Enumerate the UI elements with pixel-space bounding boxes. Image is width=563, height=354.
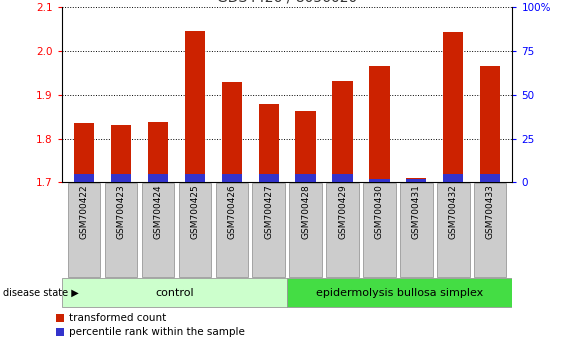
Bar	[74, 173, 94, 182]
FancyBboxPatch shape	[474, 183, 507, 277]
Bar	[111, 125, 131, 182]
Text: GSM700428: GSM700428	[301, 184, 310, 239]
Bar	[185, 173, 205, 182]
Bar	[443, 33, 463, 182]
Bar	[369, 66, 390, 182]
Bar	[258, 104, 279, 182]
Bar	[369, 179, 390, 182]
Bar	[296, 173, 316, 182]
Bar	[443, 173, 463, 182]
Legend: transformed count, percentile rank within the sample: transformed count, percentile rank withi…	[56, 313, 245, 337]
FancyBboxPatch shape	[327, 183, 359, 277]
Bar	[185, 31, 205, 182]
Text: disease state ▶: disease state ▶	[3, 288, 79, 298]
Bar	[406, 178, 427, 182]
Text: GSM700427: GSM700427	[264, 184, 273, 239]
Text: GSM700433: GSM700433	[486, 184, 495, 239]
Bar	[222, 81, 242, 182]
FancyBboxPatch shape	[216, 183, 248, 277]
Title: GDS4426 / 8056020: GDS4426 / 8056020	[217, 0, 358, 5]
FancyBboxPatch shape	[437, 183, 470, 277]
Bar	[332, 173, 352, 182]
Text: GSM700425: GSM700425	[190, 184, 199, 239]
FancyBboxPatch shape	[62, 279, 287, 307]
Bar	[222, 173, 242, 182]
Bar	[480, 66, 501, 182]
Bar	[332, 81, 352, 182]
FancyBboxPatch shape	[178, 183, 211, 277]
FancyBboxPatch shape	[363, 183, 396, 277]
Text: GSM700423: GSM700423	[117, 184, 126, 239]
Bar	[296, 111, 316, 182]
Bar	[111, 173, 131, 182]
Text: GSM700429: GSM700429	[338, 184, 347, 239]
Text: GSM700424: GSM700424	[153, 184, 162, 239]
FancyBboxPatch shape	[142, 183, 174, 277]
Text: epidermolysis bullosa simplex: epidermolysis bullosa simplex	[316, 288, 484, 298]
FancyBboxPatch shape	[252, 183, 285, 277]
Bar	[148, 122, 168, 182]
FancyBboxPatch shape	[287, 279, 512, 307]
FancyBboxPatch shape	[68, 183, 100, 277]
Text: GSM700426: GSM700426	[227, 184, 236, 239]
FancyBboxPatch shape	[400, 183, 432, 277]
Bar	[406, 179, 427, 182]
FancyBboxPatch shape	[105, 183, 137, 277]
Text: GSM700432: GSM700432	[449, 184, 458, 239]
Bar	[148, 173, 168, 182]
Text: GSM700422: GSM700422	[79, 184, 88, 239]
Bar	[258, 173, 279, 182]
Text: GSM700430: GSM700430	[375, 184, 384, 239]
Bar	[74, 123, 94, 182]
Bar	[480, 173, 501, 182]
Text: GSM700431: GSM700431	[412, 184, 421, 239]
Text: control: control	[155, 288, 194, 298]
FancyBboxPatch shape	[289, 183, 322, 277]
